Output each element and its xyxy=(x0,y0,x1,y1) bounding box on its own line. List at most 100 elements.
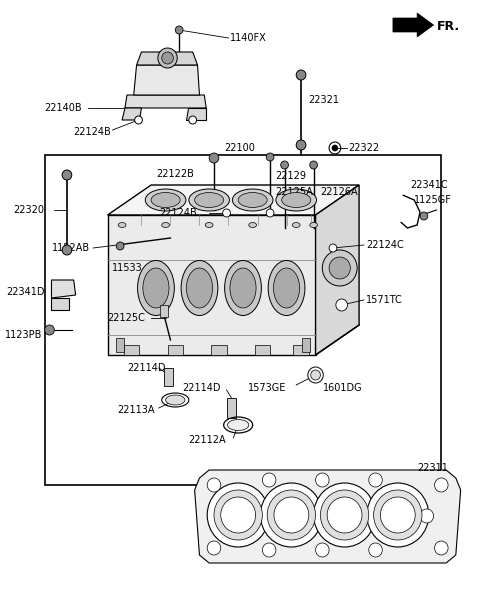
Circle shape xyxy=(373,490,422,540)
Text: 22125A: 22125A xyxy=(275,187,312,197)
Polygon shape xyxy=(137,52,198,65)
Ellipse shape xyxy=(151,193,180,207)
Polygon shape xyxy=(108,215,315,355)
Circle shape xyxy=(296,70,306,80)
Text: 22112A: 22112A xyxy=(188,435,226,445)
Ellipse shape xyxy=(166,395,185,405)
Circle shape xyxy=(323,250,357,286)
Text: 1123PB: 1123PB xyxy=(5,330,43,340)
Circle shape xyxy=(162,52,173,64)
Circle shape xyxy=(62,245,72,255)
Circle shape xyxy=(296,140,306,150)
Circle shape xyxy=(116,242,124,250)
Text: 22320: 22320 xyxy=(14,205,45,215)
Text: 22122B: 22122B xyxy=(156,169,194,179)
Text: 22114D: 22114D xyxy=(127,363,166,373)
Circle shape xyxy=(62,170,72,180)
Circle shape xyxy=(220,509,233,523)
Text: 22129: 22129 xyxy=(275,171,306,181)
Circle shape xyxy=(135,116,143,124)
Polygon shape xyxy=(122,108,142,120)
Text: 22100: 22100 xyxy=(225,143,255,153)
Ellipse shape xyxy=(292,222,300,228)
Text: 22140B: 22140B xyxy=(45,103,83,113)
Circle shape xyxy=(207,483,269,547)
Circle shape xyxy=(320,490,369,540)
Text: 22311: 22311 xyxy=(417,463,448,473)
Bar xyxy=(164,368,173,386)
Text: 22114D: 22114D xyxy=(182,383,221,393)
Circle shape xyxy=(313,483,375,547)
Bar xyxy=(168,345,183,355)
Circle shape xyxy=(223,209,230,217)
Text: 22124B: 22124B xyxy=(159,208,197,218)
Circle shape xyxy=(327,497,362,533)
Bar xyxy=(116,338,124,352)
Circle shape xyxy=(369,543,382,557)
Ellipse shape xyxy=(238,193,267,207)
Polygon shape xyxy=(51,298,69,310)
Circle shape xyxy=(367,483,429,547)
Text: 22124C: 22124C xyxy=(366,240,404,250)
Circle shape xyxy=(336,299,348,311)
Polygon shape xyxy=(194,470,461,563)
Circle shape xyxy=(310,161,317,169)
Polygon shape xyxy=(125,95,206,108)
Circle shape xyxy=(274,497,309,533)
Text: 1140FX: 1140FX xyxy=(230,33,267,43)
Ellipse shape xyxy=(225,260,262,315)
Text: 22321: 22321 xyxy=(308,95,339,105)
Ellipse shape xyxy=(274,268,300,308)
Ellipse shape xyxy=(249,222,256,228)
Circle shape xyxy=(214,490,263,540)
Ellipse shape xyxy=(194,193,224,207)
Circle shape xyxy=(221,497,255,533)
Circle shape xyxy=(261,483,323,547)
Text: 22341C: 22341C xyxy=(410,180,448,190)
Bar xyxy=(227,398,236,418)
Ellipse shape xyxy=(186,268,213,308)
Ellipse shape xyxy=(310,222,317,228)
Text: 22126A: 22126A xyxy=(320,187,358,197)
Ellipse shape xyxy=(181,260,218,315)
Text: 1571TC: 1571TC xyxy=(366,295,403,305)
Text: 22322: 22322 xyxy=(348,143,380,153)
Text: 1573GE: 1573GE xyxy=(248,383,286,393)
Ellipse shape xyxy=(230,268,256,308)
Circle shape xyxy=(158,48,177,68)
Text: 22124B: 22124B xyxy=(74,127,111,137)
Circle shape xyxy=(189,116,197,124)
Circle shape xyxy=(266,153,274,161)
Text: FR.: FR. xyxy=(436,20,459,33)
Ellipse shape xyxy=(138,260,174,315)
Bar xyxy=(293,345,309,355)
Bar xyxy=(124,345,140,355)
Circle shape xyxy=(267,490,315,540)
Text: 1152AB: 1152AB xyxy=(52,243,91,253)
Text: 1125GF: 1125GF xyxy=(414,195,452,205)
Circle shape xyxy=(263,473,276,487)
Circle shape xyxy=(209,153,219,163)
Ellipse shape xyxy=(162,222,169,228)
Polygon shape xyxy=(51,280,76,298)
Circle shape xyxy=(420,509,433,523)
Circle shape xyxy=(315,543,329,557)
Bar xyxy=(302,338,310,352)
Polygon shape xyxy=(108,185,359,215)
Circle shape xyxy=(45,325,54,335)
Bar xyxy=(45,155,441,485)
Ellipse shape xyxy=(143,268,169,308)
Circle shape xyxy=(266,209,274,217)
Text: 11533: 11533 xyxy=(112,263,143,273)
Circle shape xyxy=(263,543,276,557)
Text: 22125C: 22125C xyxy=(108,313,145,323)
Circle shape xyxy=(207,478,221,492)
Polygon shape xyxy=(134,65,200,95)
Polygon shape xyxy=(393,13,433,37)
Ellipse shape xyxy=(268,260,305,315)
Ellipse shape xyxy=(189,189,229,211)
Ellipse shape xyxy=(145,189,186,211)
Text: 22341D: 22341D xyxy=(6,287,45,297)
Circle shape xyxy=(329,244,337,252)
Text: 1601DG: 1601DG xyxy=(324,383,363,393)
